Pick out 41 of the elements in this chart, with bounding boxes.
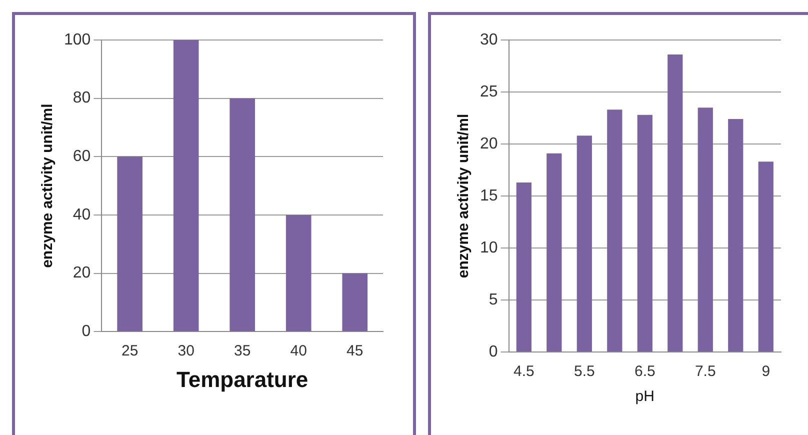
y-tick-label: 30 [480, 31, 498, 48]
bar [342, 273, 368, 332]
y-tick-label: 10 [480, 239, 498, 256]
y-tick-label: 0 [488, 343, 498, 360]
y-tick-label: 80 [72, 90, 91, 107]
y-tick-label: 100 [64, 31, 91, 48]
y-tick-label: 25 [480, 83, 498, 100]
bar [546, 153, 562, 352]
x-axis-title: pH [635, 388, 654, 406]
bar [637, 114, 652, 352]
y-tick-label: 15 [480, 187, 498, 204]
bar [576, 136, 592, 352]
bar [607, 110, 622, 352]
bar [286, 214, 312, 332]
x-tick-label: 5.5 [574, 363, 595, 380]
y-tick-label: 5 [488, 291, 498, 308]
x-tick-label: 7.5 [694, 363, 716, 380]
bar [758, 162, 774, 352]
y-axis-title: enzyme activity unit/ml [455, 114, 472, 278]
bar [173, 40, 199, 332]
y-tick-label: 20 [72, 264, 91, 282]
x-axis-title: Temparature [176, 366, 308, 392]
y-tick-label: 60 [72, 148, 91, 166]
x-tick-label: 25 [121, 342, 138, 360]
bar [698, 108, 713, 352]
x-tick-label: 4.5 [513, 363, 534, 380]
bar [516, 182, 532, 352]
bar [668, 54, 683, 352]
bar [230, 98, 256, 332]
x-tick-label: 35 [234, 342, 251, 360]
y-tick-label: 20 [480, 135, 498, 152]
bar [728, 119, 744, 352]
x-tick-label: 9 [762, 363, 770, 380]
y-axis-title: enzyme activity unit/ml [39, 104, 56, 268]
x-tick-label: 30 [178, 342, 194, 360]
y-tick-label: 40 [72, 206, 91, 224]
x-tick-label: 40 [290, 342, 307, 360]
x-tick-label: 45 [346, 342, 364, 360]
y-tick-label: 0 [82, 323, 91, 340]
bar [117, 156, 142, 332]
x-tick-label: 6.5 [634, 363, 656, 380]
